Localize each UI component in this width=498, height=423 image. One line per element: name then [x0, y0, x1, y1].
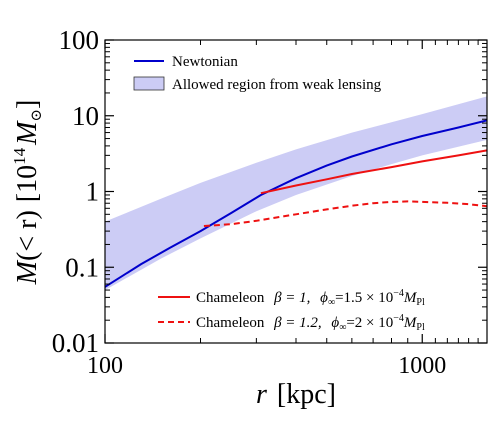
- y-tick-label: 1: [86, 177, 100, 207]
- legend-label-chameleon-1: Chameleon β = 1, ϕ∞=1.5 × 10−4MPl: [196, 288, 425, 308]
- series-line-0: [105, 119, 487, 288]
- y-tick-label: 100: [59, 25, 100, 55]
- x-axis-title: r [kpc]: [256, 379, 336, 410]
- x-tick-label: 100: [87, 353, 123, 379]
- weak-lensing-band: [105, 96, 487, 291]
- x-tick-label: 1000: [398, 353, 446, 379]
- y-tick-label: 0.01: [52, 328, 99, 358]
- weak-lensing-band-layer: [105, 96, 487, 291]
- series-line-2: [203, 200, 487, 227]
- legend-label-chameleon-2: Chameleon β = 1.2, ϕ∞=2 × 10−4MPl: [196, 313, 425, 333]
- legend-label-band: Allowed region from weak lensing: [172, 77, 382, 93]
- legend-top: Newtonian Allowed region from weak lensi…: [133, 54, 382, 93]
- legend-swatch-band: [133, 76, 165, 91]
- legend-label-newtonian: Newtonian: [172, 54, 238, 70]
- y-tick-label: 10: [72, 101, 99, 131]
- series-layer: [105, 119, 487, 288]
- ticks-layer: 100 1000 0.01 0.1 1 10 100: [52, 25, 487, 379]
- y-axis-title: M(< r)[1014M⊙]: [10, 100, 45, 286]
- series-line-1: [260, 149, 487, 195]
- y-tick-label: 0.1: [65, 252, 99, 282]
- legend-bottom: Chameleon β = 1, ϕ∞=1.5 × 10−4MPl Chamel…: [158, 288, 425, 333]
